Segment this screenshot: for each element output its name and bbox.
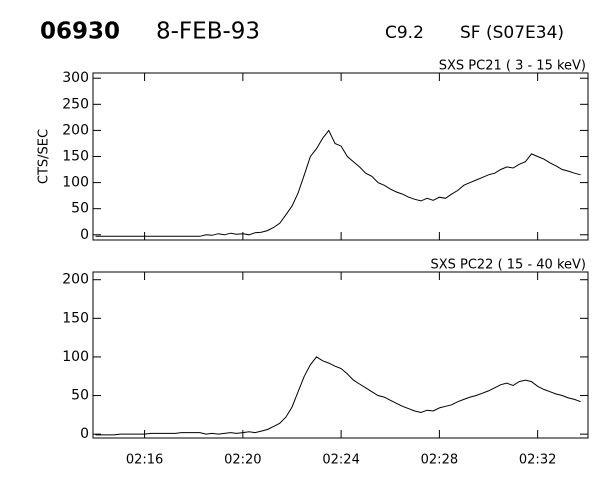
y-axis-label: CTS/SEC [37,129,52,184]
event-id: 06930 [40,19,120,45]
y-tick-label: 250 [62,96,89,112]
flare-location: SF (S07E34) [460,23,564,43]
plot-frame [92,271,589,439]
x-tick-label: 02:24 [322,453,359,468]
y-tick-label: 200 [62,272,89,288]
x-tick-label: 02:16 [126,453,163,468]
y-tick-label: 0 [80,426,89,442]
x-tick-label: 02:32 [519,453,556,468]
y-tick-label: 50 [71,201,89,217]
y-tick-label: 100 [62,349,89,365]
y-tick-label: 100 [62,175,89,191]
x-tick-label: 02:28 [421,453,458,468]
flare-class: C9.2 [385,23,424,43]
panel-title: SXS PC21 ( 3 - 15 keV) [439,59,586,74]
y-tick-label: 150 [62,310,89,326]
data-line [95,356,581,436]
x-tick-label: 02:20 [224,453,261,468]
y-tick-label: 200 [62,122,89,138]
y-tick-label: 300 [62,70,89,86]
data-line [95,129,581,237]
y-tick-label: 150 [62,149,89,165]
date: 8-FEB-93 [156,19,260,45]
y-tick-label: 50 [71,388,89,404]
y-tick-label: 0 [80,227,89,243]
panel-title: SXS PC22 ( 15 - 40 keV) [430,258,586,273]
